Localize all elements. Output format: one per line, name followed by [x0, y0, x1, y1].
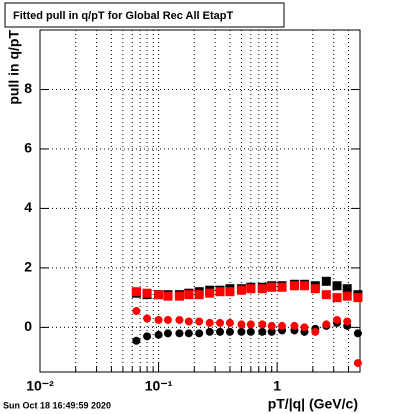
- y-tick-label: 2: [24, 259, 32, 275]
- footer: Sun Oct 18 16:49:59 2020: [3, 400, 111, 410]
- square-marker: [142, 288, 152, 298]
- circle-marker: [333, 315, 342, 324]
- circle-marker: [143, 314, 152, 323]
- square-marker: [154, 290, 164, 300]
- y-axis-title: pull in q/pT: [6, 30, 22, 105]
- square-marker: [277, 282, 287, 292]
- y-tick-label: 4: [24, 199, 32, 215]
- circle-marker: [163, 315, 172, 324]
- y-tick-label: 6: [24, 140, 32, 156]
- square-marker: [353, 293, 363, 303]
- circle-marker: [246, 320, 255, 329]
- square-marker: [174, 291, 184, 301]
- circle-marker: [258, 320, 267, 329]
- circle-marker: [322, 320, 331, 329]
- square-marker: [257, 284, 267, 294]
- circle-marker: [343, 317, 352, 326]
- square-marker: [332, 281, 342, 291]
- square-marker: [194, 290, 204, 300]
- circle-marker: [237, 320, 246, 329]
- circle-marker: [267, 321, 276, 330]
- x-axis-title: pT/|q| (GeV/c): [268, 396, 358, 412]
- square-marker: [267, 282, 277, 292]
- circle-marker: [154, 315, 163, 324]
- circle-marker: [195, 317, 204, 326]
- square-marker: [215, 287, 225, 297]
- circle-marker: [258, 327, 267, 336]
- plot-frame: [39, 29, 361, 373]
- circle-marker: [154, 330, 163, 339]
- x-tick-label: 1: [273, 378, 281, 394]
- square-marker: [225, 287, 235, 297]
- circle-marker: [290, 321, 299, 330]
- circle-marker: [225, 318, 234, 327]
- circle-marker: [278, 321, 287, 330]
- square-marker: [332, 293, 342, 303]
- circle-marker: [184, 317, 193, 326]
- circle-marker: [132, 336, 141, 345]
- circle-marker: [216, 327, 225, 336]
- circle-marker: [237, 327, 246, 336]
- circle-marker: [205, 318, 214, 327]
- circle-marker: [163, 329, 172, 338]
- circle-marker: [225, 327, 234, 336]
- square-marker: [205, 288, 215, 298]
- title-box: [4, 2, 285, 28]
- square-marker: [342, 291, 352, 301]
- circle-marker: [300, 323, 309, 332]
- circle-marker: [195, 329, 204, 338]
- circle-marker: [267, 327, 276, 336]
- square-marker: [321, 276, 331, 286]
- square-marker: [131, 287, 141, 297]
- y-tick-label: 0: [24, 318, 32, 334]
- square-marker: [236, 285, 246, 295]
- circle-marker: [353, 359, 362, 368]
- circle-marker: [311, 327, 320, 336]
- square-marker: [321, 290, 331, 300]
- square-marker: [299, 281, 309, 291]
- x-tick-label: 10⁻¹: [145, 378, 173, 394]
- circle-marker: [246, 327, 255, 336]
- circle-marker: [216, 318, 225, 327]
- chart-title: Fitted pull in q/pT for Global Rec All E…: [13, 10, 233, 22]
- square-marker: [163, 291, 173, 301]
- square-marker: [184, 290, 194, 300]
- y-tick-label: 8: [24, 80, 32, 96]
- circle-marker: [175, 329, 184, 338]
- circle-marker: [143, 332, 152, 341]
- square-marker: [246, 284, 256, 294]
- circle-marker: [175, 315, 184, 324]
- circle-marker: [205, 327, 214, 336]
- circle-marker: [184, 329, 193, 338]
- circle-marker: [132, 307, 141, 316]
- square-marker: [310, 284, 320, 294]
- circle-marker: [353, 329, 362, 338]
- square-marker: [289, 281, 299, 291]
- x-tick-label: 10⁻²: [26, 378, 54, 394]
- square-marker: [342, 284, 352, 294]
